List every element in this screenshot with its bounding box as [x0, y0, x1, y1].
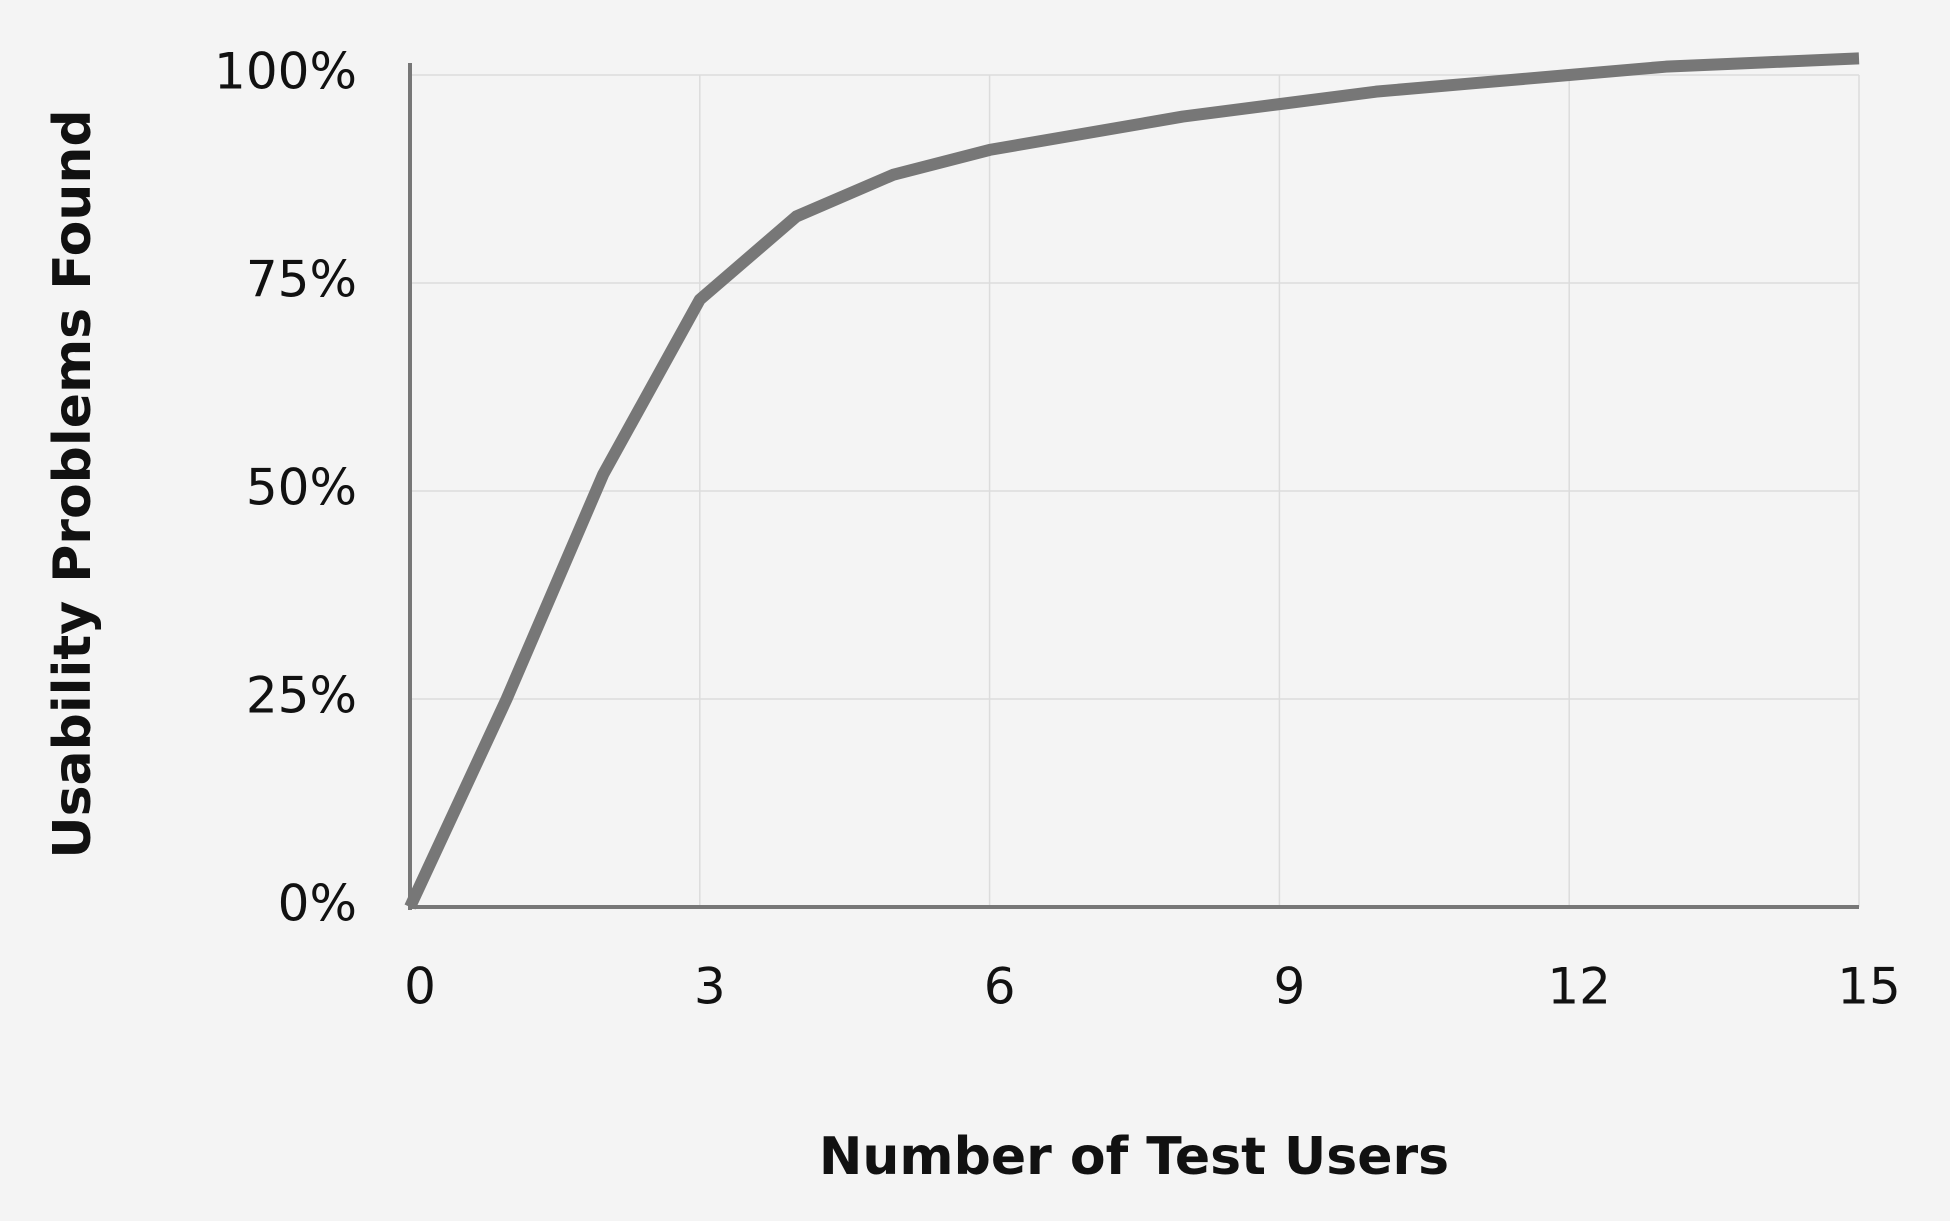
x-tick-label: 9 [1273, 958, 1305, 1016]
x-tick-label: 15 [1837, 958, 1901, 1016]
y-tick-label: 0% [278, 875, 357, 933]
y-tick-label: 100% [214, 43, 357, 101]
y-axis-title: Usability Problems Found [43, 109, 103, 858]
x-tick-label: 12 [1547, 958, 1611, 1016]
y-tick-label: 25% [246, 667, 357, 725]
x-axis-title: Number of Test Users [819, 1127, 1449, 1187]
y-tick-label: 50% [246, 459, 357, 517]
y-tick-label: 75% [246, 251, 357, 309]
x-tick-label: 0 [404, 958, 436, 1016]
data-line [404, 52, 1860, 910]
x-tick-label: 6 [984, 958, 1016, 1016]
x-tick-label: 3 [694, 958, 726, 1016]
